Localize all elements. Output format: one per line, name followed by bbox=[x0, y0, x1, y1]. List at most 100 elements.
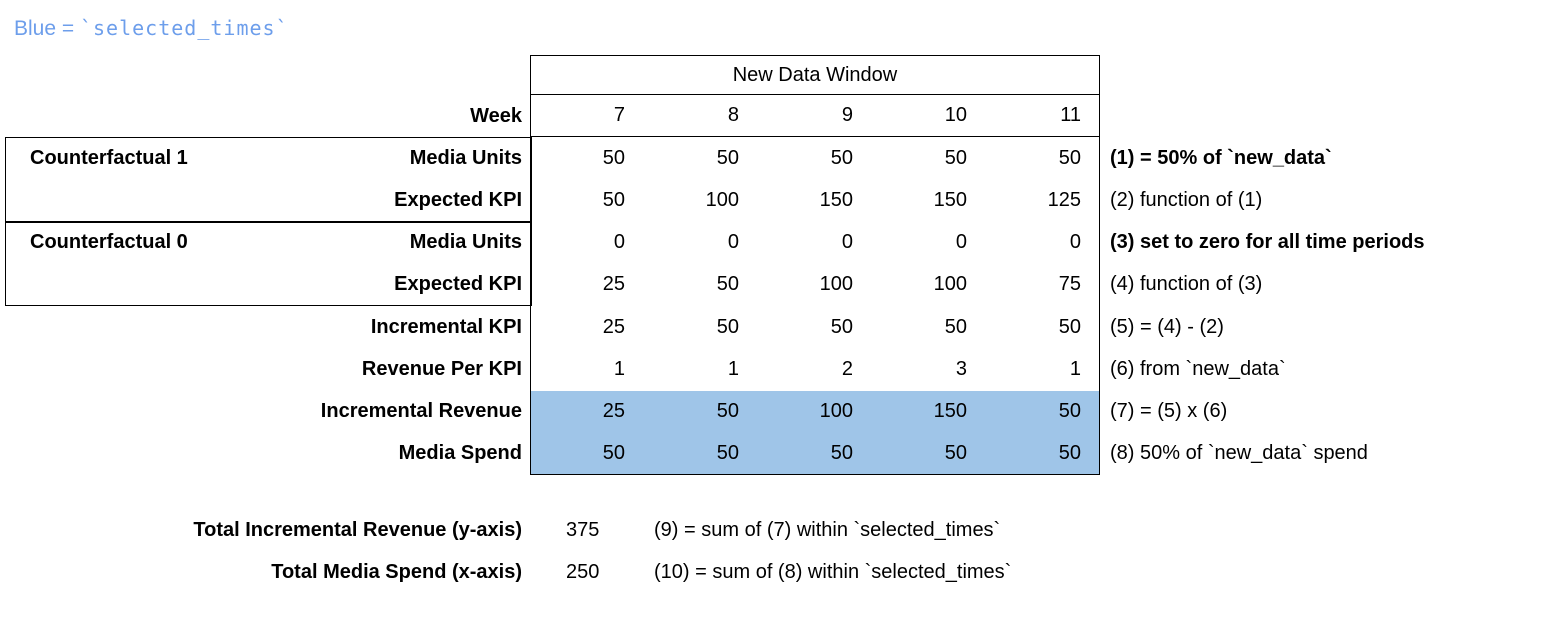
row-label: Incremental Revenue bbox=[320, 400, 522, 423]
row-annotation: (7) = (5) x (6) bbox=[1110, 400, 1228, 423]
data-cell: 50 bbox=[944, 441, 967, 464]
data-cell: 50 bbox=[602, 188, 625, 211]
data-cell: 50 bbox=[1058, 315, 1081, 338]
header-left-spacer bbox=[5, 55, 530, 95]
counterfactual-table: New Data Window Week 7 8 9 10 11 Counterfact… bbox=[5, 55, 1539, 475]
data-cell: 50 bbox=[602, 146, 625, 169]
legend-code-selected-times: `selected_times` bbox=[79, 16, 289, 40]
data-cell: 2 bbox=[841, 357, 853, 380]
group-label: Counterfactual 0 bbox=[30, 231, 188, 254]
data-cells-incremental-kpi: 25 50 50 50 50 bbox=[530, 306, 1100, 349]
data-cell: 0 bbox=[727, 231, 739, 254]
data-cell: 150 bbox=[933, 400, 967, 423]
data-cell: 50 bbox=[716, 441, 739, 464]
data-cell: 50 bbox=[716, 273, 739, 296]
data-cell: 1 bbox=[1069, 357, 1081, 380]
total-value: 250 bbox=[566, 560, 600, 583]
week-row: Week 7 8 9 10 11 bbox=[5, 95, 1539, 137]
data-cell: 25 bbox=[602, 273, 625, 296]
row-annotation: (2) function of (1) bbox=[1110, 188, 1263, 211]
data-cell: 50 bbox=[716, 400, 739, 423]
legend: Blue = `selected_times` bbox=[14, 16, 289, 41]
data-cells-revenue-per-kpi: 1 1 2 3 1 bbox=[530, 348, 1100, 391]
row-label-cell: Revenue Per KPI bbox=[5, 348, 530, 390]
week-number: 10 bbox=[944, 104, 967, 126]
data-cells-media-units: 0 0 0 0 0 bbox=[530, 221, 1100, 264]
window-header-row: New Data Window bbox=[5, 55, 1539, 95]
week-label: Week bbox=[470, 104, 522, 127]
data-cell: 150 bbox=[933, 188, 967, 211]
data-cell: 50 bbox=[716, 146, 739, 169]
row-label: Media Spend bbox=[398, 442, 522, 465]
table-row-incremental-kpi: Incremental KPI 25 50 50 50 50 (5) = (4) - (2) bbox=[5, 306, 1539, 349]
data-cell: 50 bbox=[830, 315, 853, 338]
data-cell: 0 bbox=[1069, 231, 1081, 254]
total-row: Total Incremental Revenue (y-axis) 375 (9)… bbox=[5, 509, 1011, 551]
data-cell: 50 bbox=[830, 146, 853, 169]
week-number: 11 bbox=[1060, 104, 1081, 126]
row-annotation: (1) = 50% of `new_data` bbox=[1110, 146, 1332, 169]
total-value: 375 bbox=[566, 518, 600, 541]
data-cell: 0 bbox=[955, 231, 967, 254]
totals-section: Total Incremental Revenue (y-axis) 375 (9)… bbox=[5, 509, 1011, 593]
data-cell: 25 bbox=[602, 315, 625, 338]
week-numbers: 7 8 9 10 11 bbox=[530, 95, 1100, 137]
total-row: Total Media Spend (x-axis) 250 (10) = sum … bbox=[5, 551, 1011, 593]
total-label: Total Incremental Revenue (y-axis) bbox=[193, 518, 522, 541]
data-cell: 3 bbox=[955, 357, 967, 380]
week-number: 9 bbox=[841, 104, 853, 126]
table-row-media-spend: Media Spend 50 50 50 50 50 (8) 50% of `new_dat… bbox=[5, 432, 1539, 475]
row-annotation: (5) = (4) - (2) bbox=[1110, 315, 1224, 338]
row-label-cell: Counterfactual 0 Media Units bbox=[5, 222, 530, 264]
total-annotation: (10) = sum of (8) within `selected_times… bbox=[654, 560, 1012, 583]
row-label: Expected KPI bbox=[394, 188, 522, 211]
table-row-incremental-revenue: Incremental Revenue 25 50 100 150 50 (7) = (5)… bbox=[5, 390, 1539, 433]
row-label-cell: Counterfactual 1 Media Units bbox=[5, 137, 530, 179]
data-cell: 25 bbox=[602, 400, 625, 423]
total-annotation: (9) = sum of (7) within `selected_times` bbox=[654, 518, 1001, 541]
legend-prefix: Blue = bbox=[14, 17, 80, 40]
group-label: Counterfactual 1 bbox=[30, 146, 188, 169]
row-label-cell: Media Spend bbox=[5, 433, 530, 475]
table-row-revenue-per-kpi: Revenue Per KPI 1 1 2 3 1 (6) from `new_data` bbox=[5, 348, 1539, 391]
data-cell: 50 bbox=[1058, 146, 1081, 169]
row-annotation: (8) 50% of `new_data` spend bbox=[1110, 442, 1368, 465]
data-cell: 50 bbox=[716, 315, 739, 338]
data-cells-incremental-revenue: 25 50 100 150 50 bbox=[530, 390, 1100, 433]
row-annotation: (4) function of (3) bbox=[1110, 273, 1263, 296]
row-annotation: (6) from `new_data` bbox=[1110, 357, 1286, 380]
window-header: New Data Window bbox=[530, 55, 1100, 95]
data-cells-expected-kpi: 50 100 150 150 125 bbox=[530, 179, 1100, 222]
row-label: Media Units bbox=[409, 231, 522, 254]
data-cell: 100 bbox=[933, 273, 967, 296]
data-cell: 150 bbox=[819, 188, 853, 211]
row-label: Media Units bbox=[409, 146, 522, 169]
data-cells-expected-kpi: 25 50 100 100 75 bbox=[530, 263, 1100, 306]
data-cell: 50 bbox=[1058, 400, 1081, 423]
data-cell: 1 bbox=[727, 357, 739, 380]
row-label-cell: Expected KPI bbox=[5, 264, 530, 306]
week-number: 7 bbox=[613, 104, 625, 126]
table-row-expected-kpi: Expected KPI 25 50 100 100 75 (4) function of … bbox=[5, 263, 1539, 306]
data-cell: 100 bbox=[819, 400, 853, 423]
row-label: Revenue Per KPI bbox=[361, 357, 522, 380]
row-label-cell: Incremental Revenue bbox=[5, 391, 530, 433]
data-cells-media-spend: 50 50 50 50 50 bbox=[530, 432, 1100, 475]
data-cell: 50 bbox=[944, 315, 967, 338]
data-cell: 100 bbox=[819, 273, 853, 296]
table-row-expected-kpi: Expected KPI 50 100 150 150 125 (2) function o… bbox=[5, 179, 1539, 222]
row-annotation: (3) set to zero for all time periods bbox=[1110, 231, 1425, 254]
table-row-media-units: Counterfactual 0 Media Units 0 0 0 0 0 (3) set … bbox=[5, 221, 1539, 264]
data-cell: 1 bbox=[613, 357, 625, 380]
table-row-media-units: Counterfactual 1 Media Units 50 50 50 50 50 (1)… bbox=[5, 137, 1539, 180]
row-label-cell: Expected KPI bbox=[5, 179, 530, 221]
data-cell: 50 bbox=[830, 441, 853, 464]
data-cell: 50 bbox=[944, 146, 967, 169]
data-cells-media-units: 50 50 50 50 50 bbox=[530, 137, 1100, 180]
data-cell: 100 bbox=[705, 188, 739, 211]
data-cell: 125 bbox=[1047, 188, 1081, 211]
data-cell: 0 bbox=[613, 231, 625, 254]
week-number: 8 bbox=[727, 104, 739, 126]
row-label: Incremental KPI bbox=[370, 315, 522, 338]
row-label-cell: Incremental KPI bbox=[5, 306, 530, 348]
